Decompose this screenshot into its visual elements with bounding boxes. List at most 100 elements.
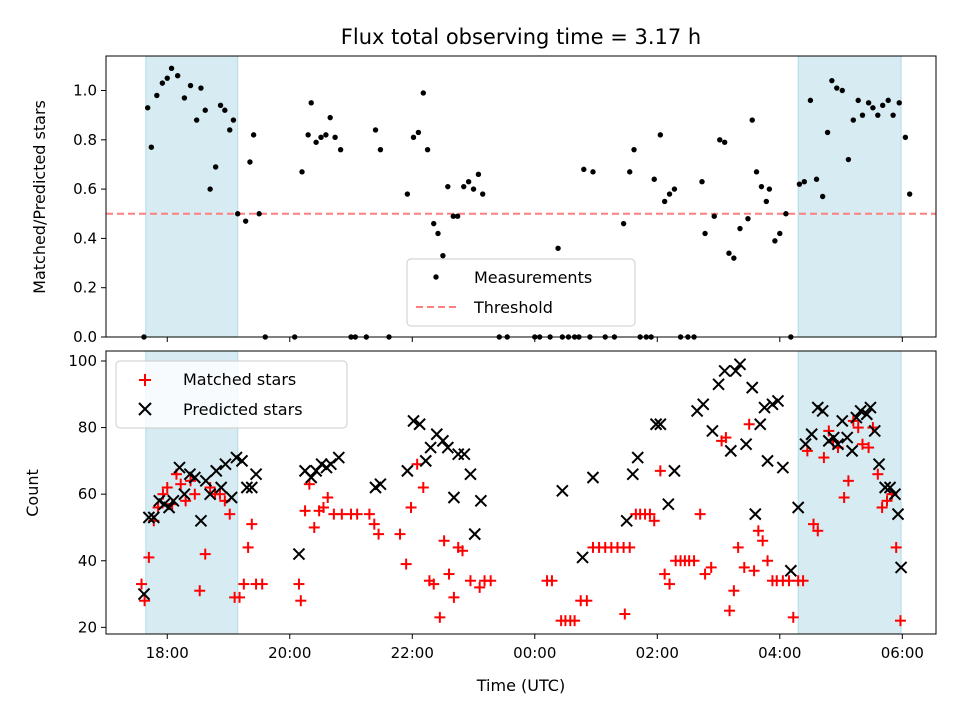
x-tick-label: 06:00 xyxy=(881,644,924,662)
measurement-point xyxy=(431,220,437,227)
predicted-star-point xyxy=(188,471,202,484)
measurement-point xyxy=(880,102,886,108)
matched-star-point xyxy=(757,535,769,547)
matched-star-point xyxy=(394,528,406,540)
predicted-star-point xyxy=(697,398,710,411)
measurement-point xyxy=(807,97,814,104)
legend-matched-label: Matched stars xyxy=(183,370,296,389)
matched-star-point xyxy=(738,561,750,573)
matched-star-point xyxy=(890,541,902,553)
matched-star-point xyxy=(443,568,455,580)
measurement-point xyxy=(227,127,233,133)
y-tick-label: 0.6 xyxy=(73,180,97,198)
measurement-point xyxy=(702,230,708,237)
measurement-point xyxy=(164,75,170,81)
matched-star-point xyxy=(720,432,732,444)
predicted-star-point xyxy=(850,411,863,424)
top-measurement-points xyxy=(141,65,913,340)
bottom-x-ticks: 18:00 20:00 22:00 00:00 02:00 04:00 06:00 xyxy=(146,634,924,662)
measurement-point xyxy=(410,134,417,141)
x-axis-label: Time (UTC) xyxy=(476,676,565,695)
matched-star-point xyxy=(322,491,334,503)
matched-star-point xyxy=(434,611,446,623)
y-tick-label: 0.0 xyxy=(73,328,97,346)
measurement-point xyxy=(450,213,457,219)
bottom-axes-frame xyxy=(105,350,937,635)
predicted-star-point xyxy=(860,408,873,421)
legend-measurements-label: Measurements xyxy=(474,268,592,287)
measurement-point xyxy=(845,156,852,163)
matched-star-point xyxy=(856,438,868,450)
predicted-star-point xyxy=(413,418,426,431)
predicted-star-point xyxy=(868,424,881,438)
measurement-point xyxy=(859,112,866,118)
matched-star-point xyxy=(699,568,711,580)
measurement-point xyxy=(404,191,411,197)
predicted-star-point xyxy=(219,457,232,471)
predicted-star-point xyxy=(712,378,725,391)
matched-star-point xyxy=(546,575,558,587)
top-x-ticks xyxy=(166,337,903,342)
measurement-point xyxy=(850,117,857,123)
predicted-star-point xyxy=(464,467,477,481)
y-tick-label: 0.8 xyxy=(73,131,97,149)
matched-star-point xyxy=(644,508,656,520)
predicted-star-point xyxy=(864,401,877,414)
matched-star-point xyxy=(242,541,254,553)
matched-star-point xyxy=(448,591,460,603)
measurement-point xyxy=(731,255,737,261)
predicted-star-point xyxy=(668,464,681,478)
predicted-star-point xyxy=(662,497,675,511)
predicted-star-point xyxy=(620,514,633,528)
matched-star-point xyxy=(838,491,850,503)
matched-star-point xyxy=(624,541,636,553)
matched-star-point xyxy=(405,501,417,513)
matched-star-point xyxy=(797,575,809,587)
measurement-point xyxy=(801,179,808,185)
y-tick-label: 60 xyxy=(78,485,97,503)
matched-star-point xyxy=(694,508,706,520)
predicted-star-point xyxy=(654,418,667,431)
predicted-star-point xyxy=(836,414,849,428)
predicted-star-point xyxy=(891,507,905,521)
matched-star-point xyxy=(351,508,363,520)
measurement-point xyxy=(829,77,835,84)
matched-star-point xyxy=(881,495,893,507)
predicted-star-point xyxy=(718,364,731,378)
measurement-point xyxy=(454,213,461,219)
measurement-point xyxy=(445,183,451,190)
predicted-star-point xyxy=(791,501,805,514)
measurement-point xyxy=(758,183,765,190)
matched-star-point xyxy=(336,508,348,520)
measurement-point xyxy=(896,100,902,106)
predicted-star-point xyxy=(214,481,228,494)
predicted-star-point xyxy=(210,464,223,478)
matched-star-point xyxy=(581,595,593,607)
matched-star-point xyxy=(664,578,676,590)
predicted-star-point xyxy=(746,381,759,394)
measurement-point xyxy=(420,90,426,96)
measurement-point xyxy=(299,169,305,175)
matched-star-point xyxy=(238,578,250,590)
predicted-star-point xyxy=(556,484,569,498)
bottom-panel: 20 40 60 80 100 18:00 20:00 22:00 00:00 02:00 04:… xyxy=(23,350,937,695)
measurement-point xyxy=(234,211,241,217)
predicted-star-point xyxy=(631,451,644,464)
x-tick-label: 00:00 xyxy=(513,644,556,662)
x-tick-label: 18:00 xyxy=(146,644,189,662)
matched-star-point xyxy=(619,608,631,620)
measurement-point xyxy=(906,191,913,197)
matched-star-point xyxy=(464,575,476,587)
measurement-point xyxy=(256,211,262,217)
shaded-span-0 xyxy=(145,55,239,338)
matched-star-point xyxy=(812,525,824,537)
matched-star-point xyxy=(194,585,206,597)
predicted-star-point xyxy=(739,438,753,451)
measurement-point xyxy=(181,95,188,101)
top-y-ticks: 0.0 0.2 0.4 0.6 0.8 1.0 xyxy=(73,82,106,346)
measurement-point xyxy=(247,159,253,165)
matched-star-point xyxy=(136,578,148,590)
predicted-star-point xyxy=(162,501,176,514)
matched-star-point xyxy=(175,478,187,490)
